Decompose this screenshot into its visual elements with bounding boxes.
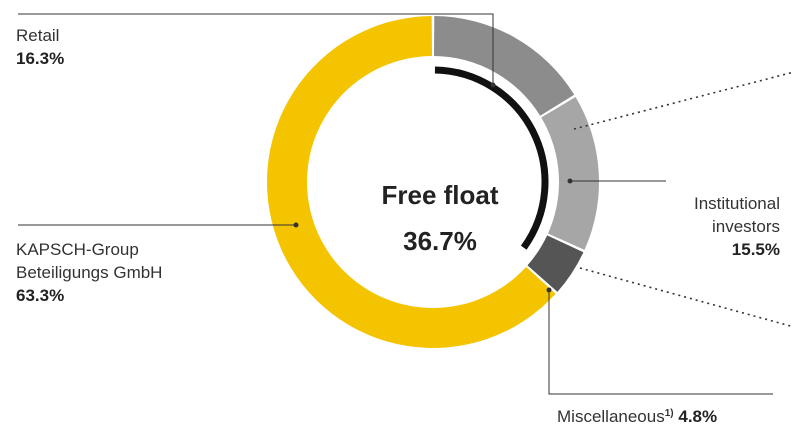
center-title: Free float bbox=[381, 180, 499, 210]
institutional-leader-dot bbox=[567, 178, 573, 184]
center-value: 36.7% bbox=[403, 226, 477, 256]
kapsch-name-line1: KAPSCH-Group bbox=[16, 240, 139, 259]
free-float-arc bbox=[434, 66, 549, 250]
donut-slice-kapsch-group-beteiligungs-gmbh bbox=[267, 16, 556, 348]
kapsch-label: KAPSCH-Group Beteiligungs GmbH 63.3% bbox=[16, 238, 162, 307]
breakout-dotted-line-top bbox=[573, 71, 794, 130]
misc-leader-dot bbox=[546, 287, 552, 293]
misc-label: Miscellaneous1) 4.8% bbox=[557, 402, 717, 428]
kapsch-name-line2: Beteiligungs GmbH bbox=[16, 263, 163, 282]
retail-name: Retail bbox=[16, 26, 60, 45]
kapsch-value: 63.3% bbox=[16, 286, 65, 305]
misc-name: Miscellaneous bbox=[557, 407, 665, 426]
breakout-dotted-line-bottom bbox=[579, 267, 794, 328]
retail-leader-line bbox=[18, 13, 494, 85]
institutional-name-line1: Institutional bbox=[694, 194, 780, 213]
kapsch-leader-dot bbox=[293, 222, 299, 228]
retail-value: 16.3% bbox=[16, 49, 65, 68]
leader-lines bbox=[18, 13, 794, 395]
misc-footnote: 1) bbox=[664, 408, 674, 419]
institutional-label: Institutional investors 15.5% bbox=[694, 192, 780, 261]
misc-value: 4.8% bbox=[678, 407, 718, 426]
retail-label: Retail 16.3% bbox=[16, 24, 64, 70]
retail-leader-dot bbox=[490, 82, 496, 88]
donut-slices bbox=[267, 16, 599, 348]
donut-slice-institutional-investors bbox=[541, 96, 599, 250]
institutional-value: 15.5% bbox=[731, 240, 780, 259]
donut-slice-retail bbox=[433, 16, 575, 116]
misc-leader-line bbox=[548, 290, 773, 395]
institutional-name-line2: investors bbox=[711, 217, 780, 236]
donut-slice-miscellaneous bbox=[527, 235, 584, 292]
